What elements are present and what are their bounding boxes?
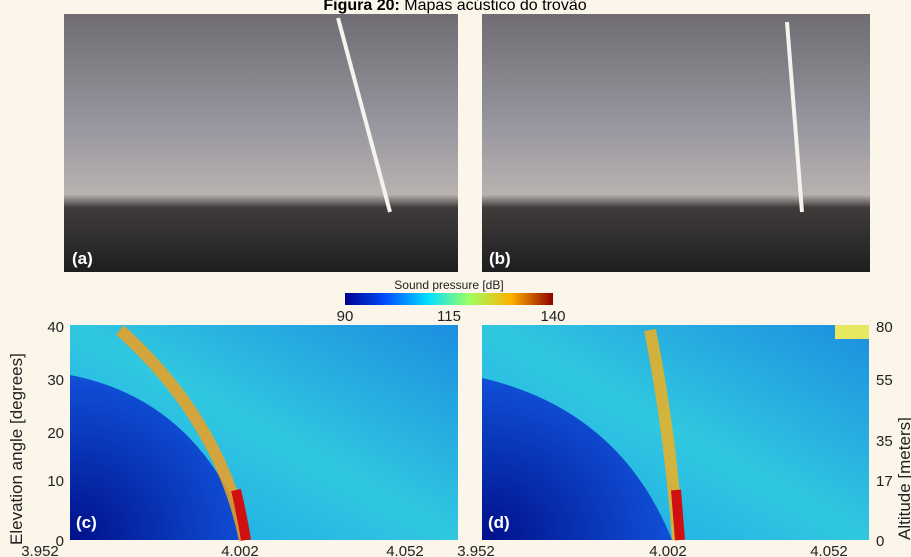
- colorbar-title: Sound pressure [dB]: [394, 278, 503, 292]
- x-tick: 3.952: [21, 543, 59, 557]
- x-tick: 4.052: [386, 543, 424, 557]
- photo-label: (b): [489, 249, 511, 268]
- right-tick: 17: [876, 473, 893, 490]
- figure-title: Figura 20: Mapas acústico do trovão: [323, 0, 586, 14]
- right-tick: 80: [876, 319, 893, 336]
- photo-label: (a): [72, 249, 93, 268]
- photo-b: [482, 14, 870, 272]
- x-tick: 4.002: [221, 543, 259, 557]
- colorbar-tick: 140: [540, 308, 565, 325]
- x-tick: 4.052: [810, 543, 848, 557]
- right-tick: 35: [876, 433, 893, 450]
- panel-label: (c): [76, 513, 97, 532]
- photo-a: [64, 14, 458, 272]
- panel-label: (d): [488, 513, 510, 532]
- colorbar: [345, 293, 553, 305]
- left-tick: 10: [47, 473, 64, 490]
- right-tick: 0: [876, 533, 884, 550]
- colorbar-tick: 90: [337, 308, 354, 325]
- x-tick: 4.002: [649, 543, 687, 557]
- left-tick: 30: [47, 372, 64, 389]
- left-axis-label: Elevation angle [degrees]: [7, 353, 26, 545]
- right-axis-label: Altitude [meters]: [895, 417, 911, 540]
- left-tick: 40: [47, 319, 64, 336]
- left-tick: 20: [47, 425, 64, 442]
- right-tick: 55: [876, 372, 893, 389]
- heatmap-c: [70, 325, 458, 542]
- heatmap-d: [482, 325, 869, 541]
- left-tick: 0: [56, 533, 64, 550]
- x-tick: 3.952: [457, 543, 495, 557]
- colorbar-tick: 115: [437, 308, 461, 325]
